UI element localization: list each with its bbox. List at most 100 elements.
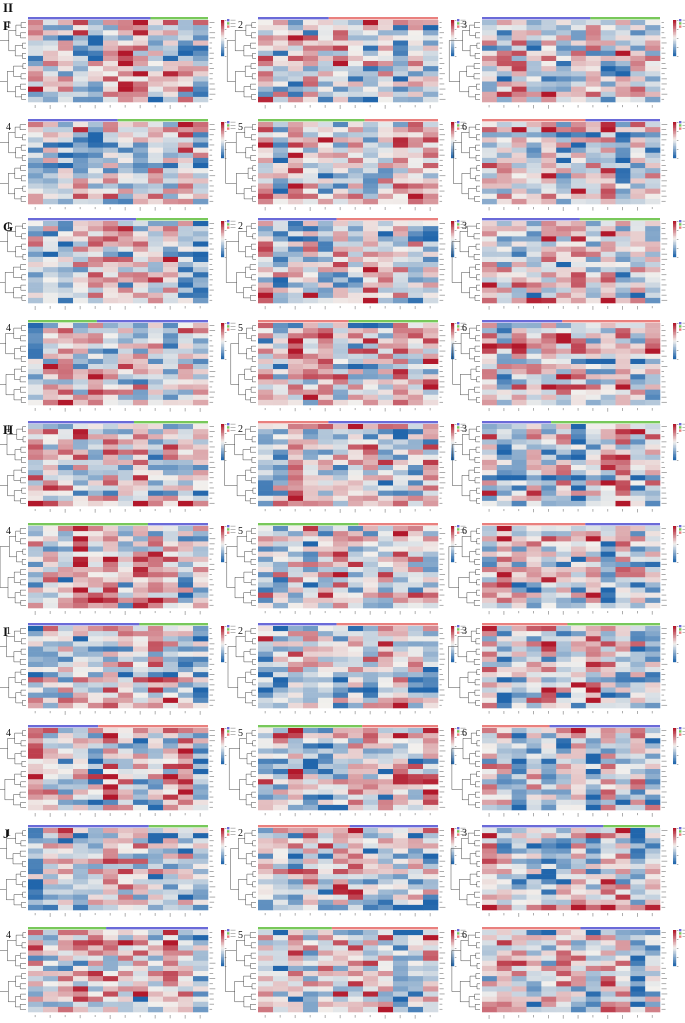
heat-cell xyxy=(193,127,209,133)
heat-cell xyxy=(163,602,179,609)
heat-cell xyxy=(526,475,542,481)
heat-cell xyxy=(333,384,349,390)
legend-color-step xyxy=(451,533,455,536)
legend-color-step xyxy=(221,431,225,434)
heatmap-panel: 3 xyxy=(448,17,685,109)
heat-cell xyxy=(408,152,424,159)
heat-cell xyxy=(556,132,572,138)
heat-cell xyxy=(103,651,119,658)
heat-cell xyxy=(541,20,557,26)
heat-cell xyxy=(348,178,364,184)
heat-cell xyxy=(258,251,274,258)
heat-cell xyxy=(148,163,164,169)
legend-color-step xyxy=(451,234,455,237)
heat-cell xyxy=(118,132,134,138)
row-label-mark xyxy=(439,68,443,69)
heat-cell xyxy=(363,429,379,435)
heat-cell xyxy=(273,91,289,98)
heat-cell xyxy=(348,582,364,588)
row-label-mark xyxy=(439,492,443,494)
column-label-mark xyxy=(324,611,326,614)
heat-cell xyxy=(378,272,394,278)
heat-cell xyxy=(163,198,179,205)
heat-cell xyxy=(333,35,349,41)
heat-cell xyxy=(496,81,512,87)
heat-cell xyxy=(600,338,616,344)
heat-cell xyxy=(363,272,379,278)
heat-cell xyxy=(303,25,319,31)
heat-cell xyxy=(526,25,542,31)
heat-cell xyxy=(318,536,334,542)
heat-cell xyxy=(103,656,119,663)
group-bar-segment xyxy=(482,421,552,424)
heat-cell xyxy=(28,369,44,375)
row-label-mark xyxy=(209,330,216,331)
heat-cell xyxy=(178,221,194,227)
heat-cell xyxy=(600,20,616,26)
column-label-mark xyxy=(369,611,371,615)
heatmap-panel: 2 xyxy=(227,623,466,715)
heat-cell xyxy=(333,495,349,502)
heat-cell xyxy=(630,475,646,481)
row-label-mark xyxy=(439,401,444,403)
heat-cell xyxy=(193,475,209,481)
heat-cell xyxy=(118,246,134,253)
heat-cell xyxy=(482,424,498,430)
heat-cell xyxy=(43,127,59,133)
heat-cell xyxy=(526,262,542,268)
row-label-mark xyxy=(439,22,442,23)
heat-cell xyxy=(273,262,289,268)
heat-cell xyxy=(193,323,209,329)
heat-cell xyxy=(178,163,194,169)
heat-cell xyxy=(88,323,104,329)
heat-cell xyxy=(318,297,334,304)
heat-cell xyxy=(163,459,179,466)
heat-cell xyxy=(541,66,557,72)
heat-cell xyxy=(333,251,349,258)
heat-cell xyxy=(363,96,379,103)
heat-cell xyxy=(258,369,274,375)
heat-cell xyxy=(28,561,44,568)
heat-cell xyxy=(303,399,319,406)
heat-cell xyxy=(193,236,209,242)
heat-cell xyxy=(43,692,59,699)
heat-cell xyxy=(585,71,601,77)
row-label-mark xyxy=(209,27,212,28)
heat-cell xyxy=(28,394,44,401)
heat-cell xyxy=(645,470,661,476)
heat-cell xyxy=(615,394,631,401)
legend-color-step xyxy=(221,254,225,256)
heat-cell xyxy=(348,297,364,304)
heat-cell xyxy=(118,641,134,647)
heat-cell xyxy=(511,343,527,349)
heat-cell xyxy=(303,631,319,637)
heat-cell xyxy=(482,152,498,159)
heat-cell xyxy=(148,236,164,242)
heat-cell xyxy=(363,485,379,491)
column-label-mark xyxy=(384,509,386,513)
legend-tick xyxy=(224,442,227,443)
heat-cell xyxy=(258,262,274,268)
legend-group-text-mark xyxy=(230,329,236,330)
heat-cell xyxy=(303,374,319,380)
heat-cell xyxy=(88,137,104,143)
heat-cell xyxy=(258,459,274,466)
heat-cell xyxy=(28,636,44,642)
heat-cell xyxy=(600,50,616,57)
row-dendrogram xyxy=(0,426,26,504)
heat-cell xyxy=(148,470,164,476)
heat-cell xyxy=(600,236,616,242)
group-bar-segment xyxy=(28,523,148,526)
heat-cell xyxy=(103,292,119,299)
heat-cell xyxy=(571,231,587,237)
heat-cell xyxy=(630,277,646,283)
heat-cell xyxy=(585,157,601,164)
heat-cell xyxy=(288,40,304,46)
legend-color-step xyxy=(451,527,455,530)
legend-tick xyxy=(454,433,457,434)
heat-cell xyxy=(526,71,542,77)
heat-cell xyxy=(178,369,194,375)
heat-cell xyxy=(133,282,149,288)
legend-tick xyxy=(224,662,227,663)
heat-cell xyxy=(88,292,104,299)
